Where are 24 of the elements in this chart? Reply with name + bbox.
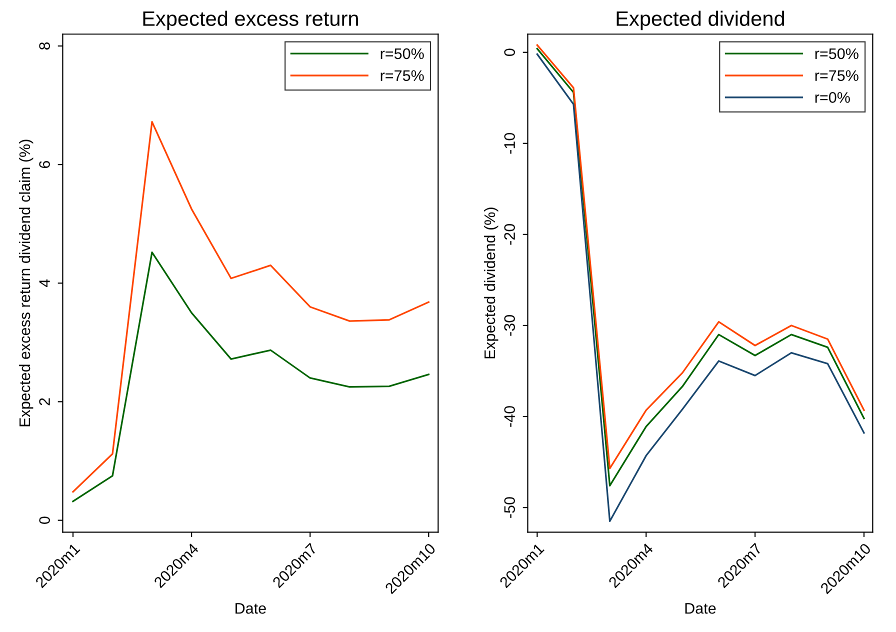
x-axis-title: Date: [236, 603, 266, 614]
y-axis-title: Expected excess return dividend claim (%): [18, 140, 34, 426]
legend-label: r=50%: [380, 48, 424, 60]
chart-title: Expected excess return: [143, 10, 358, 30]
y-tick-label: -20: [504, 224, 515, 245]
legend-label: r=50%: [815, 48, 858, 60]
y-tick-label: -30: [504, 315, 515, 336]
legend-label: r=75%: [815, 70, 858, 81]
line-series: [72, 251, 430, 502]
y-tick-label: 6: [39, 160, 50, 168]
y-tick-label: 0: [504, 48, 515, 56]
y-tick-label: 2: [39, 398, 50, 406]
y-tick-label: -40: [504, 406, 515, 427]
x-axis-title: Date: [685, 603, 716, 614]
legend-label: r=75%: [380, 70, 424, 81]
legend-label: r=0%: [815, 92, 850, 103]
y-tick-label: 0: [39, 516, 50, 524]
y-tick-label: 8: [39, 42, 50, 50]
line-series: [72, 121, 430, 493]
y-tick-label: 4: [39, 279, 50, 288]
y-tick-label: -50: [504, 497, 515, 518]
y-tick-label: -10: [504, 132, 515, 154]
y-axis-title: Expected dividend (%): [484, 208, 498, 358]
chart-title: Expected dividend: [616, 10, 784, 30]
